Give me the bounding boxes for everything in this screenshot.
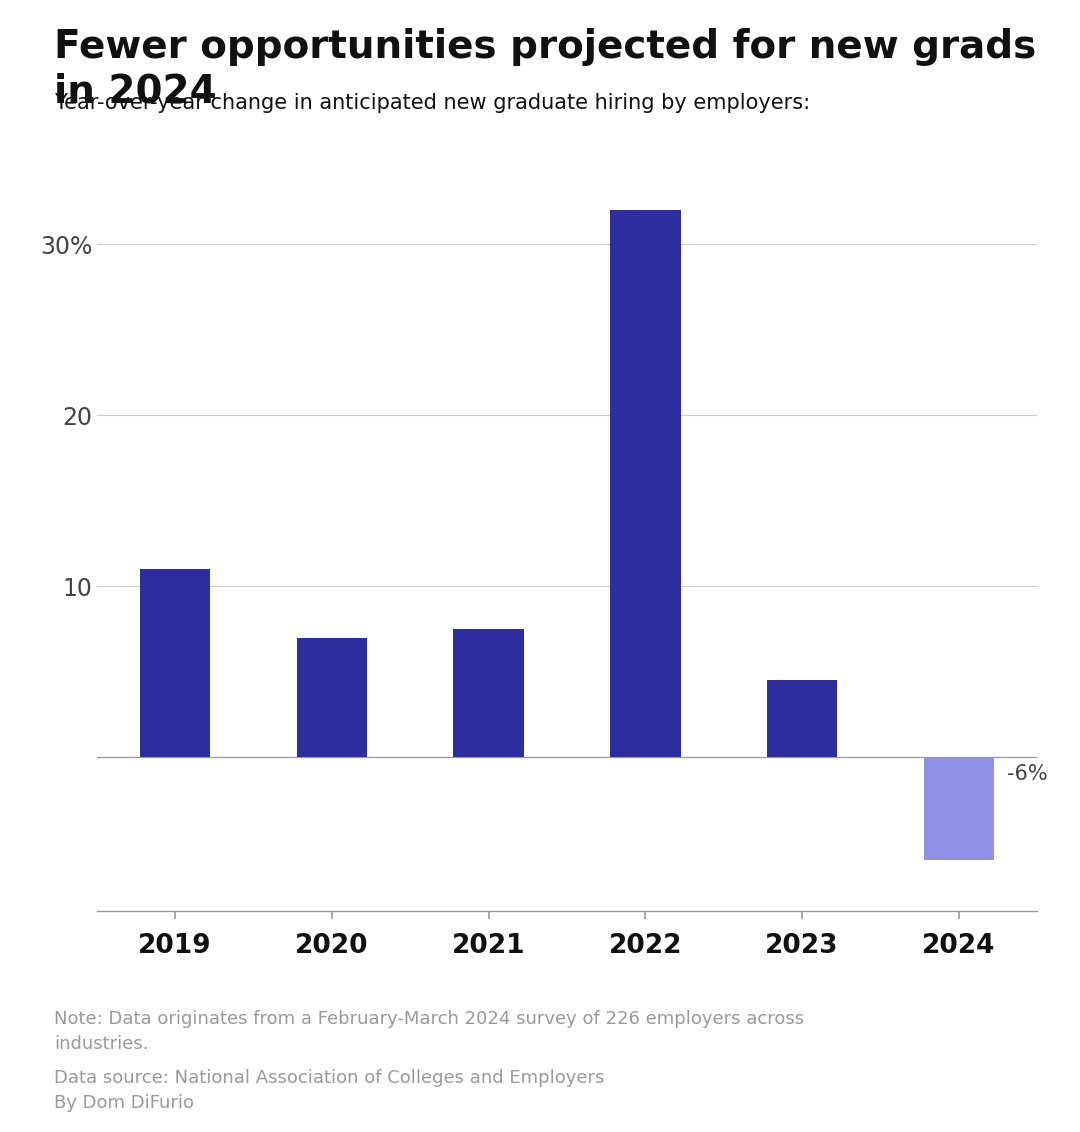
Text: Year-over-year change in anticipated new graduate hiring by employers:: Year-over-year change in anticipated new…	[54, 93, 810, 113]
Text: Note: Data originates from a February-March 2024 survey of 226 employers across
: Note: Data originates from a February-Ma…	[54, 1010, 805, 1053]
Text: -6%: -6%	[1007, 764, 1048, 784]
Text: Data source: National Association of Colleges and Employers
By Dom DiFurio: Data source: National Association of Col…	[54, 1069, 605, 1112]
Bar	[454, 629, 524, 757]
Bar	[140, 569, 211, 757]
Text: Fewer opportunities projected for new grads in 2024: Fewer opportunities projected for new gr…	[54, 28, 1036, 110]
Bar	[923, 757, 994, 860]
Bar	[297, 637, 367, 757]
Bar	[610, 209, 680, 757]
Bar	[767, 680, 837, 757]
